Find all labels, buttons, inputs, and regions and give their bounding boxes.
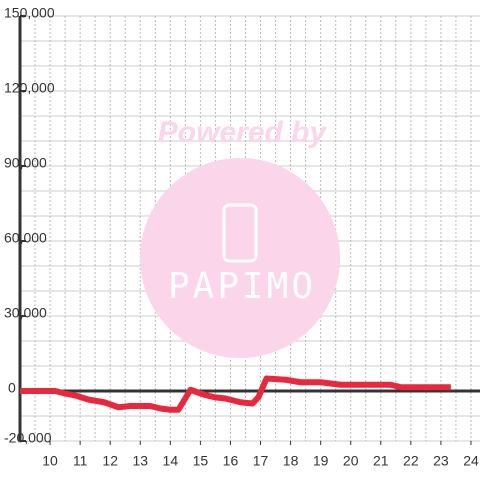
- y-tick-label: 60,000: [4, 230, 47, 246]
- x-tick-label: 18: [283, 453, 299, 469]
- watermark-title: Powered by: [158, 116, 328, 149]
- x-tick-label: 23: [433, 453, 449, 469]
- watermark: Powered by PAPIMO: [140, 116, 340, 358]
- watermark-phone: [222, 203, 258, 263]
- x-tick-label: 17: [253, 453, 269, 469]
- x-tick-label: 13: [132, 453, 148, 469]
- watermark-logo: PAPIMO: [168, 266, 316, 307]
- x-tick-label: 16: [223, 453, 239, 469]
- data-line: [20, 375, 451, 413]
- x-tick-label: 15: [193, 453, 209, 469]
- x-tick-label: 12: [102, 453, 118, 469]
- x-tick-label: 22: [403, 453, 419, 469]
- x-tick-label: 14: [163, 453, 179, 469]
- y-tick-label: 30,000: [4, 305, 47, 321]
- y-tick-label: 0: [8, 380, 16, 396]
- y-tick-label: 90,000: [4, 155, 47, 171]
- x-tick-label: 19: [313, 453, 329, 469]
- y-tick-label: 150,000: [4, 5, 55, 21]
- x-tick-label: 21: [373, 453, 389, 469]
- y-tick-label: 120,000: [4, 80, 55, 96]
- x-tick-label: 10: [42, 453, 58, 469]
- x-tick-label: 11: [73, 453, 88, 469]
- x-tick-label: 24: [463, 453, 479, 469]
- y-tick-label: -20,000: [4, 430, 52, 446]
- x-tick-label: 20: [343, 453, 359, 469]
- watermark-circle: [140, 158, 340, 358]
